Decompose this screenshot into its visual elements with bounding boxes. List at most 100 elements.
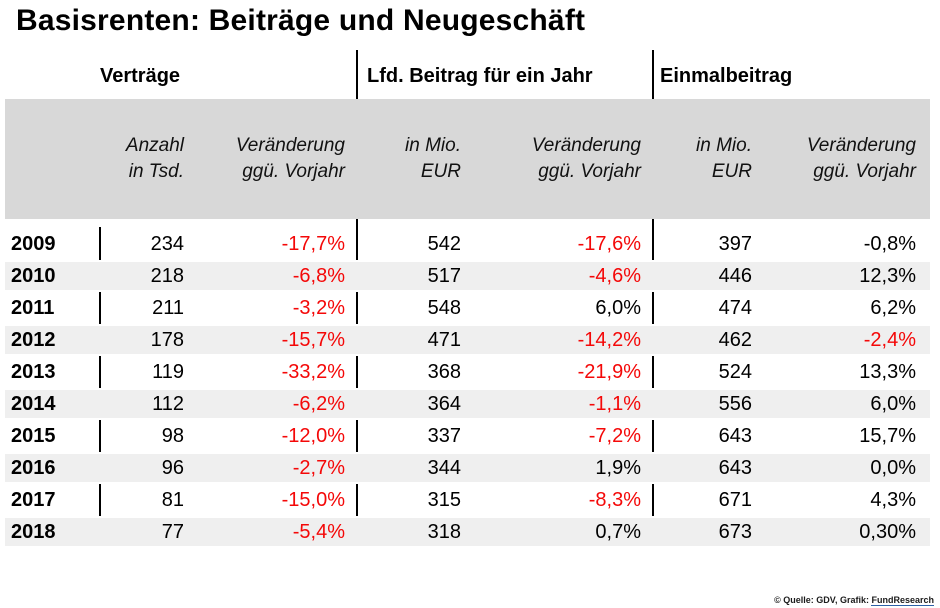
cell-value: -17,6% [577,232,641,255]
cell-value: 112 [152,392,184,415]
cell-value: 542 [427,232,461,255]
group-header-vertraege: Verträge [100,65,181,87]
divider-einmalbeitrag-column [652,50,654,548]
cell-value: 1,9% [595,456,641,479]
cell-value: 548 [427,296,461,319]
cell-value: 462 [718,328,752,351]
row-year: 2016 [11,456,56,479]
cell-value: 643 [718,456,752,479]
cell-value: 13,3% [859,360,916,383]
group-header-einmalbeitrag: Einmalbeitrag [660,65,793,87]
row-year: 2010 [11,264,56,287]
cell-value: -6,8% [292,264,345,287]
source-credit: © Quelle: GDV, Grafik: FundResearch [774,595,934,606]
cell-value: -15,0% [281,488,345,511]
cell-value: -5,4% [292,520,345,543]
cell-value: 6,0% [595,296,641,319]
subheader-mio-eur-einmal: in Mio. EUR [696,135,752,182]
cell-value: -1,1% [588,392,641,415]
cell-value: -12,0% [281,424,345,447]
subheader-veraenderung-vertraege: Veränderung ggü. Vorjahr [235,135,345,182]
cell-value: 337 [427,424,461,447]
cell-value: 344 [427,456,461,479]
cell-value: 671 [718,488,752,511]
subheader-mio-eur-lfd: in Mio. EUR [405,135,461,182]
cell-value: 474 [718,296,752,319]
row-year: 2017 [11,488,56,511]
cell-value: 643 [718,424,752,447]
cell-value: 119 [152,360,184,383]
row-year: 2014 [11,392,56,415]
group-header-lfd-beitrag: Lfd. Beitrag für ein Jahr [367,65,593,87]
cell-value: -3,2% [292,296,345,319]
table-row: 2017 81 -15,0% 315 -8,3% 671 4,3% [5,484,930,516]
cell-value: -15,7% [281,328,345,351]
row-year: 2011 [11,296,55,319]
cell-value: -33,2% [281,360,345,383]
table-row: 2015 98 -12,0% 337 -7,2% 643 15,7% [5,420,930,452]
cell-value: -4,6% [588,264,641,287]
cell-value: -8,3% [588,488,641,511]
subheader-band: Anzahl in Tsd. Veränderung ggü. Vorjahr … [5,99,930,219]
cell-value: -2,7% [292,456,345,479]
cell-value: 81 [161,488,184,511]
cell-value: 6,2% [870,296,916,319]
cell-value: 4,3% [870,488,916,511]
cell-value: 368 [427,360,461,383]
cell-value: 397 [718,232,752,255]
cell-value: 6,0% [870,392,916,415]
table-row: 2014 112 -6,2% 364 -1,1% 556 6,0% [5,388,930,420]
cell-value: -21,9% [577,360,641,383]
subheader-veraenderung-einmal: Veränderung ggü. Vorjahr [806,135,916,182]
divider-lfd-beitrag-column [356,50,358,548]
cell-value: -17,7% [281,232,345,255]
row-year: 2018 [11,520,56,543]
table-row: 2012 178 -15,7% 471 -14,2% 462 -2,4% [5,324,930,356]
divider-year-column [99,227,101,548]
cell-value: 315 [427,488,461,511]
cell-value: 211 [152,296,184,319]
cell-value: -6,2% [292,392,345,415]
cell-value: 12,3% [859,264,916,287]
cell-value: 673 [718,520,752,543]
cell-value: -14,2% [577,328,641,351]
source-credit-text: © Quelle: GDV, Grafik: [774,595,872,605]
cell-value: 98 [161,424,184,447]
cell-value: -7,2% [588,424,641,447]
subheader-anzahl: Anzahl in Tsd. [125,135,184,182]
cell-value: 446 [718,264,752,287]
subheader-veraenderung-lfd: Veränderung ggü. Vorjahr [531,135,641,182]
cell-value: 318 [427,520,461,543]
cell-value: 218 [150,264,184,287]
table-row: 2013 119 -33,2% 368 -21,9% 524 13,3% [5,356,930,388]
cell-value: 0,0% [870,456,916,479]
row-year: 2013 [11,360,56,383]
table-row: 2010 218 -6,8% 517 -4,6% 446 12,3% [5,260,930,292]
row-year: 2012 [11,328,56,351]
column-group-header-row: Verträge Lfd. Beitrag für ein Jahr Einma… [5,56,930,92]
cell-value: 234 [150,232,184,255]
cell-value: 77 [161,520,184,543]
cell-value: 556 [718,392,752,415]
cell-value: 15,7% [859,424,916,447]
table-row: 2016 96 -2,7% 344 1,9% 643 0,0% [5,452,930,484]
table-rows: 2009 234 -17,7% 542 -17,6% 397 -0,8% 2010 218 -6,… [5,228,930,548]
cell-value: 517 [427,264,461,287]
cell-value: 524 [718,360,752,383]
cell-value: 471 [427,328,461,351]
table-row: 2011 211 -3,2% 548 6,0% 474 6,2% [5,292,930,324]
table-row: 2018 77 -5,4% 318 0,7% 673 0,30% [5,516,930,548]
fundresearch-link[interactable]: FundResearch [871,595,934,606]
page-title: Basisrenten: Beiträge und Neugeschäft [16,4,586,37]
cell-value: 96 [161,456,184,479]
row-year: 2015 [11,424,56,447]
cell-value: -2,4% [863,328,916,351]
cell-value: 0,7% [595,520,641,543]
cell-value: 178 [150,328,184,351]
cell-value: 364 [427,392,461,415]
row-year: 2009 [11,232,56,255]
table-row: 2009 234 -17,7% 542 -17,6% 397 -0,8% [5,228,930,260]
cell-value: -0,8% [863,232,916,255]
cell-value: 0,30% [859,520,916,543]
